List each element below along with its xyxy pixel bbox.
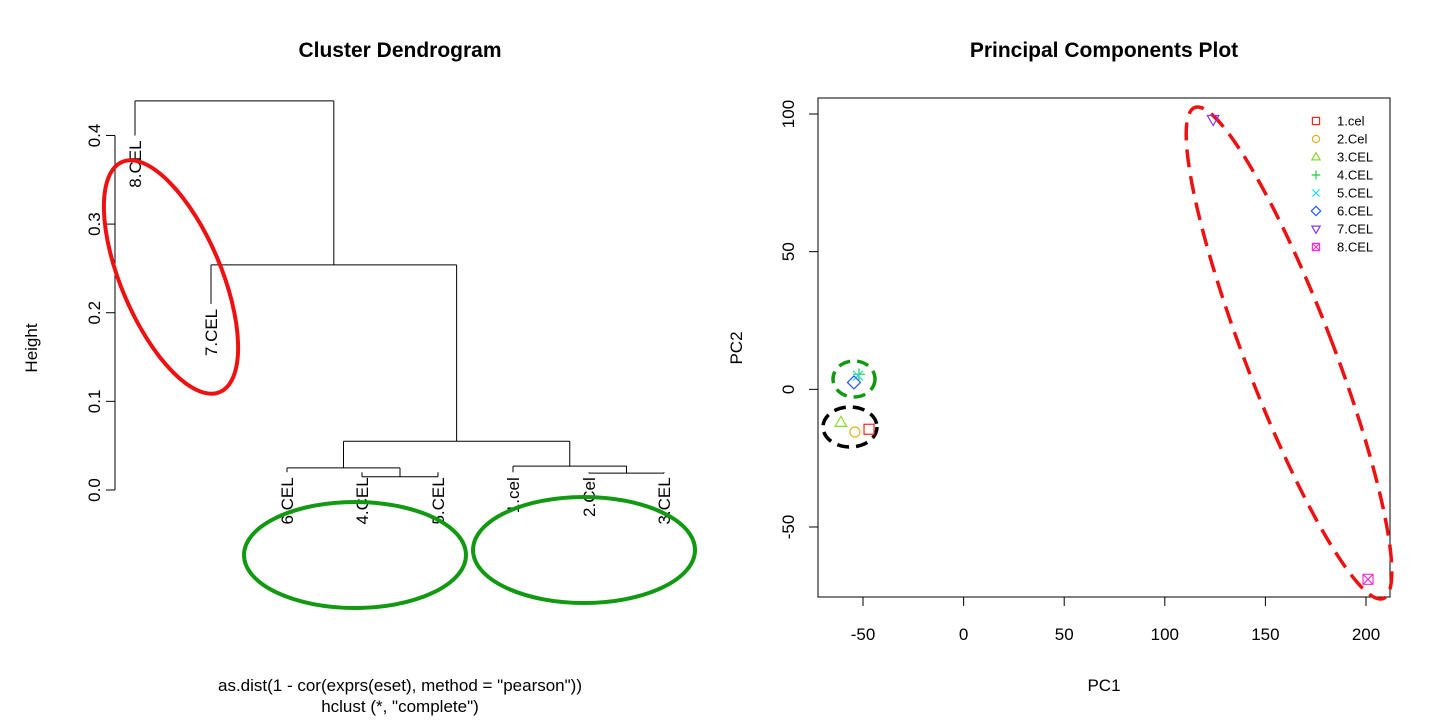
dendrogram-y-axis-label: Height: [22, 323, 41, 372]
pca-point-3-cel: [834, 415, 848, 427]
pca-title: Principal Components Plot: [970, 39, 1238, 62]
pca-y-tick-label: 0: [779, 385, 798, 394]
pca-ellipse-4-5-6: [831, 359, 877, 399]
pca-legend-label-7-cel: 7.CEL: [1337, 222, 1373, 237]
pca-legend-label-2-cel: 2.Cel: [1337, 132, 1367, 147]
pca-point-5-cel: [852, 370, 864, 381]
pca-y-tick-label: 100: [779, 100, 798, 128]
pca-legend-marker-3-cel: [1310, 151, 1322, 161]
dendrogram-y-tick-label: 0.0: [85, 478, 104, 502]
dendrogram-y-axis: 0.0 0.1 0.2 0.3 0.4: [85, 124, 116, 502]
pca-legend-marker-4-cel: [1311, 170, 1321, 180]
pca-legend-marker-5-cel: [1311, 188, 1321, 198]
pca-legend-label-3-cel: 3.CEL: [1337, 150, 1373, 165]
dendrogram-tree: [134, 100, 665, 478]
pca-point-1-cel: [863, 423, 875, 435]
pca-legend-label-8-cel: 8.CEL: [1337, 240, 1373, 255]
dendrogram-leaf-label-5-cel: 5.CEL: [429, 477, 448, 524]
pca-x-tick-label: 0: [959, 625, 968, 644]
pca-points: [834, 114, 1374, 585]
pca-ellipse-1-2-3: [821, 405, 879, 449]
pca-x-tick-label: 50: [1055, 625, 1074, 644]
pca-x-axis-label: PC1: [1087, 676, 1120, 695]
pca-point-7-cel: [1206, 114, 1220, 127]
dendrogram-y-tick-label: 0.3: [85, 212, 104, 236]
pca-x-tick-label: 100: [1151, 625, 1179, 644]
pca-x-tick-label: -50: [851, 625, 876, 644]
dendrogram-y-tick-label: 0.2: [85, 301, 104, 325]
dendrogram-leaf-label-7-cel: 7.CEL: [202, 309, 221, 356]
pca-legend-label-4-cel: 4.CEL: [1337, 168, 1373, 183]
pca-legend-marker-8-cel: [1311, 242, 1321, 252]
pca-ellipse-7-8: [1184, 105, 1394, 601]
dendrogram-x-axis-label: as.dist(1 - cor(exprs(eset), method = "p…: [218, 676, 582, 695]
cluster-ellipse-1-2-3: [471, 495, 697, 605]
pca-legend-marker-6-cel: [1310, 205, 1322, 217]
cluster-ellipse-6-4-5: [242, 500, 468, 610]
pca-axes: -50 0 50 100 150 200 -50 0 50 100: [779, 100, 1380, 644]
pca-legend-label-1-cel: 1.cel: [1337, 114, 1365, 129]
dendrogram-title: Cluster Dendrogram: [298, 39, 501, 62]
pca-legend-label-5-cel: 5.CEL: [1337, 186, 1373, 201]
pca-ellipses: [821, 105, 1394, 601]
pca-y-tick-label: 50: [779, 242, 798, 261]
pca-legend-marker-7-cel: [1310, 225, 1322, 235]
dendrogram-y-tick-label: 0.1: [85, 390, 104, 414]
pca-point-6-cel: [846, 375, 862, 390]
dendrogram-y-tick-label: 0.4: [85, 124, 104, 148]
pca-x-tick-label: 200: [1352, 625, 1380, 644]
cluster-ellipse-8-7: [101, 158, 241, 396]
pca-point-8-cel: [1362, 573, 1374, 585]
pca-point-2-cel: [849, 426, 861, 438]
dendrogram-leaf-label-8-cel: 8.CEL: [126, 140, 145, 187]
pca-legend-marker-2-cel: [1311, 134, 1321, 144]
pca-x-tick-label: 150: [1251, 625, 1279, 644]
dendrogram-method-label: hclust (*, "complete"): [321, 697, 479, 716]
pca-y-tick-label: -50: [779, 515, 798, 540]
pca-legend: 1.cel 2.Cel 3.CEL 4.CEL 5.CEL 6.CEL 7.CEL 8.CEL: [1310, 114, 1373, 255]
pca-legend-marker-1-cel: [1311, 116, 1321, 126]
dendrogram-panel: Cluster Dendrogram Height as.dist(1 - co…: [22, 39, 697, 716]
dendrogram-leaf-label-1-cel: 1.cel: [504, 477, 523, 513]
pca-y-axis-label: PC2: [727, 331, 746, 364]
pca-legend-label-6-cel: 6.CEL: [1337, 204, 1373, 219]
pca-panel: Principal Components Plot PC1 PC2 -50 0 50…: [727, 39, 1394, 695]
